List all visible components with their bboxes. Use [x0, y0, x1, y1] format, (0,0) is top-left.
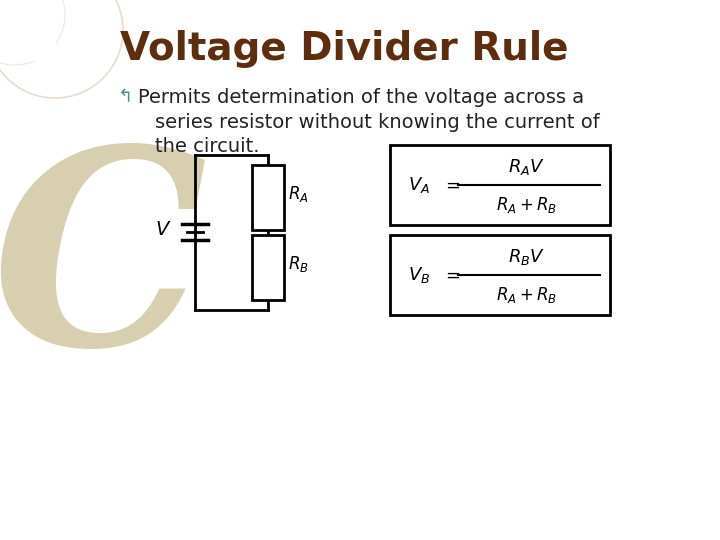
Text: $V_B$: $V_B$	[408, 265, 431, 285]
Text: series resistor without knowing the current of: series resistor without knowing the curr…	[155, 113, 600, 132]
Bar	[252, 165, 284, 230]
Text: Permits determination of the voltage across a: Permits determination of the voltage acr…	[138, 88, 584, 107]
Text: Voltage Divider Rule: Voltage Divider Rule	[120, 30, 569, 68]
Text: the circuit.: the circuit.	[155, 137, 259, 156]
Text: $R_A$: $R_A$	[288, 185, 309, 205]
Text: $=$: $=$	[442, 176, 461, 194]
Text: ↰: ↰	[118, 88, 133, 106]
Text: $=$: $=$	[442, 266, 461, 284]
Text: C: C	[0, 138, 207, 402]
Text: $V_A$: $V_A$	[408, 175, 430, 195]
Text: $R_AV$: $R_AV$	[508, 157, 545, 177]
Text: $R_A + R_B$: $R_A + R_B$	[496, 285, 557, 305]
Bar	[0, 0, 55, 60]
Text: $V$: $V$	[155, 220, 171, 239]
Bar	[390, 145, 610, 225]
Text: $R_B$: $R_B$	[288, 254, 309, 274]
Text: $R_A + R_B$: $R_A + R_B$	[496, 195, 557, 215]
Bar	[390, 235, 610, 315]
Bar	[252, 235, 284, 300]
Text: $R_BV$: $R_BV$	[508, 247, 545, 267]
